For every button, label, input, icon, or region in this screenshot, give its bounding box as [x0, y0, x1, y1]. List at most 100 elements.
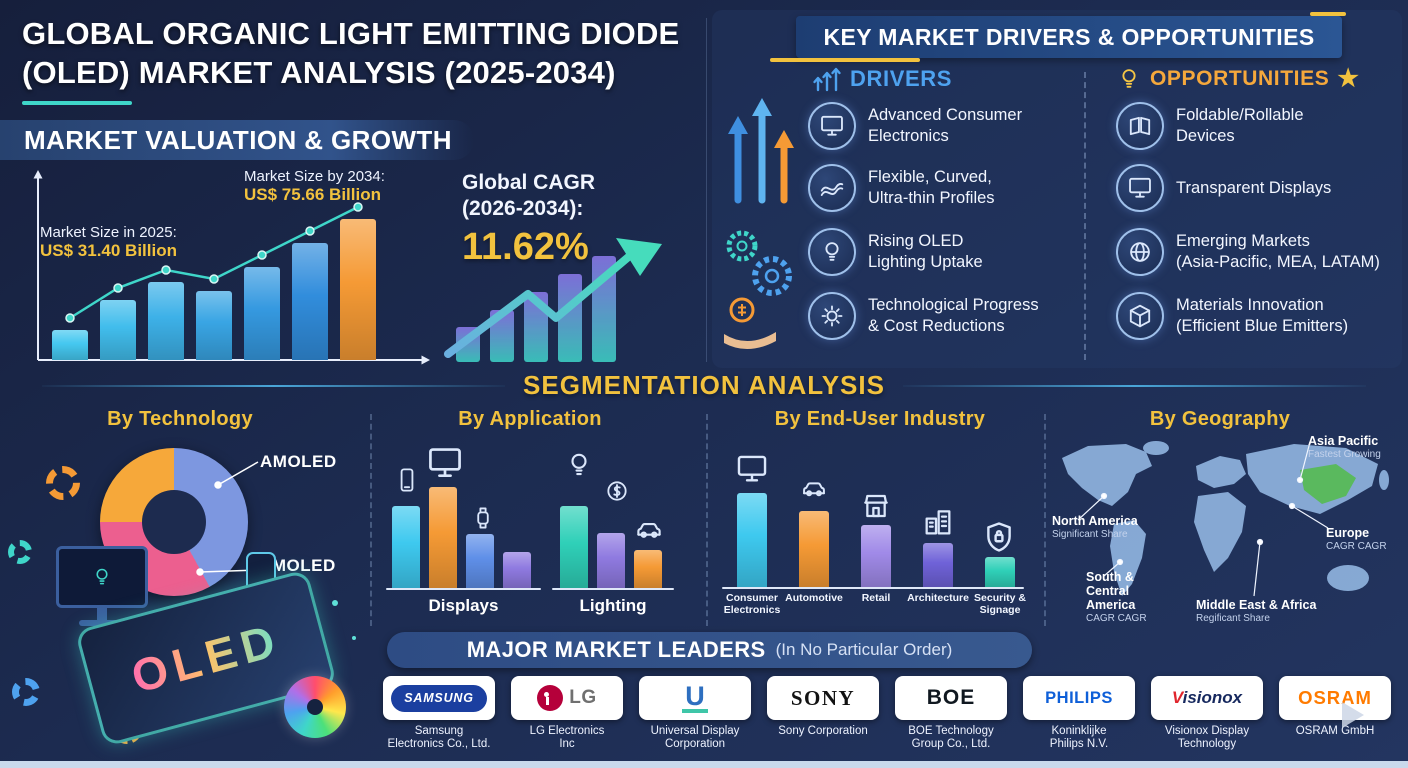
sony-logo: SONY	[767, 676, 879, 720]
chart-axes	[33, 170, 430, 365]
bar	[100, 300, 136, 360]
opportunities-heading-text: OPPORTUNITIES	[1150, 67, 1330, 90]
driver-item: Advanced Consumer Electronics	[808, 102, 1022, 150]
opportunity-label: Materials Innovation	[1176, 296, 1324, 314]
transparent-display-icon	[1127, 175, 1153, 201]
gear-icon	[46, 466, 80, 500]
star-icon: ★	[1337, 65, 1360, 92]
bar	[503, 552, 531, 588]
bar	[923, 543, 953, 587]
company-caption: OSRAM GmbH	[1295, 725, 1375, 737]
growth-trend-line	[65, 202, 363, 323]
cagr-label-line1: Global CAGR	[462, 171, 596, 194]
watch-icon	[470, 498, 496, 538]
globe-icon	[1127, 239, 1153, 265]
bar	[861, 525, 891, 587]
drivers-opportunities-section-title: KEY MARKET DRIVERS & OPPORTUNITIES	[796, 16, 1342, 58]
driver-label: Ultra-thin Profiles	[868, 189, 995, 207]
samsung-logo: SAMSUNG	[383, 676, 495, 720]
philips-logo: PHILIPS	[1023, 676, 1135, 720]
region-south-central-america: South & Central America CAGR CAGR	[1086, 570, 1147, 624]
ascending-arrows-icon	[813, 67, 841, 92]
bar	[244, 267, 280, 360]
lightbulb-icon	[91, 566, 113, 588]
buildings-icon	[920, 506, 956, 538]
drivers-opportunities-title-text: KEY MARKET DRIVERS & OPPORTUNITIES	[823, 23, 1315, 50]
end-user-category-label: Retail	[861, 592, 891, 604]
boe-logo: BOE	[895, 676, 1007, 720]
opportunity-item: Foldable/Rollable Devices	[1116, 102, 1304, 150]
driver-label: & Cost Reductions	[868, 317, 1005, 335]
column-divider	[370, 414, 372, 626]
axis-baseline	[552, 588, 674, 590]
pmoled-label: PMOLED	[260, 556, 336, 575]
company-samsung: SAMSUNG Samsung Electronics Co., Ltd.	[383, 676, 495, 751]
gold-accent-line	[1310, 12, 1346, 16]
gear-icon	[819, 303, 845, 329]
opportunity-icon-badge	[1116, 292, 1164, 340]
company-sony: SONY Sony Corporation	[767, 676, 879, 751]
bar	[148, 282, 184, 360]
lg-circle-mark	[537, 685, 564, 711]
visionox-logo: Visionox	[1151, 676, 1263, 720]
major-market-leaders-header: MAJOR MARKET LEADERS (In No Particular O…	[387, 632, 1032, 668]
axis-baseline	[722, 587, 1024, 589]
lg-logo: LG	[511, 676, 623, 720]
region-asia-pacific: Asia Pacific Fastest Growing	[1308, 434, 1381, 460]
monitor-icon	[422, 444, 468, 482]
column-divider	[1044, 414, 1046, 626]
bar	[737, 493, 767, 587]
market-size-2034-value: US$ 75.66 Billion	[244, 185, 381, 204]
donut-hole	[142, 490, 206, 554]
driver-label: Rising OLED	[868, 232, 964, 250]
drivers-heading: DRIVERS	[812, 66, 952, 92]
lightbulb-icon	[564, 444, 594, 486]
opportunity-label: (Efficient Blue Emitters)	[1176, 317, 1349, 335]
opportunity-icon-badge	[1116, 228, 1164, 276]
driver-icon-badge	[808, 228, 856, 276]
company-logo-row: SAMSUNG Samsung Electronics Co., Ltd. LG …	[383, 676, 1391, 751]
driver-label: Electronics	[868, 127, 949, 145]
opportunity-label: (Asia-Pacific, MEA, LATAM)	[1176, 253, 1380, 271]
driver-label: Lighting Uptake	[868, 253, 983, 271]
universal-display-logo: U	[639, 676, 751, 720]
top-section-divider	[706, 18, 707, 362]
company-caption: LG Electronics Inc	[529, 725, 605, 750]
lightbulb-icon	[1116, 66, 1142, 92]
end-user-category-label: Automotive	[785, 592, 843, 604]
column-divider	[706, 414, 708, 626]
company-lg: LG LG Electronics Inc	[511, 676, 623, 751]
company-caption: Koninklijke Philips N.V.	[1049, 725, 1109, 750]
cagr-value: 11.62%	[462, 226, 589, 268]
gear-icon	[8, 540, 32, 564]
lighting-bars	[560, 468, 662, 588]
market-size-2025-label: Market Size in 2025:	[40, 224, 177, 241]
opportunity-item: Materials Innovation (Efficient Blue Emit…	[1116, 292, 1348, 340]
growth-bars	[52, 210, 376, 360]
market-valuation-section-title: MARKET VALUATION & GROWTH	[0, 120, 474, 160]
driver-item: Flexible, Curved, Ultra-thin Profiles	[808, 164, 995, 212]
bar	[392, 506, 420, 588]
bottom-strip	[0, 761, 1408, 768]
region-middle-east-africa: Middle East & Africa Regificant Share	[1196, 598, 1317, 624]
monitor-icon	[732, 452, 772, 486]
bar	[634, 550, 662, 588]
leaders-subtitle: (In No Particular Order)	[775, 640, 953, 659]
next-arrow[interactable]	[1342, 702, 1364, 728]
bar	[340, 219, 376, 360]
foldable-device-icon	[1127, 113, 1153, 139]
bar	[196, 291, 232, 360]
store-icon	[858, 490, 894, 522]
driver-icon-badge	[808, 102, 856, 150]
end-user-category-label: Security & Signage	[974, 592, 1026, 616]
end-user-bars	[737, 460, 1015, 587]
car-icon	[795, 474, 833, 502]
world-map	[1062, 441, 1389, 597]
displays-bars	[392, 468, 531, 588]
company-universal-display: U Universal Display Corporation	[639, 676, 751, 751]
driver-icon-badge	[808, 164, 856, 212]
osram-logo: OSRAM	[1279, 676, 1391, 720]
flexible-display-icon	[819, 175, 845, 201]
opportunity-label: Emerging Markets	[1176, 232, 1310, 250]
